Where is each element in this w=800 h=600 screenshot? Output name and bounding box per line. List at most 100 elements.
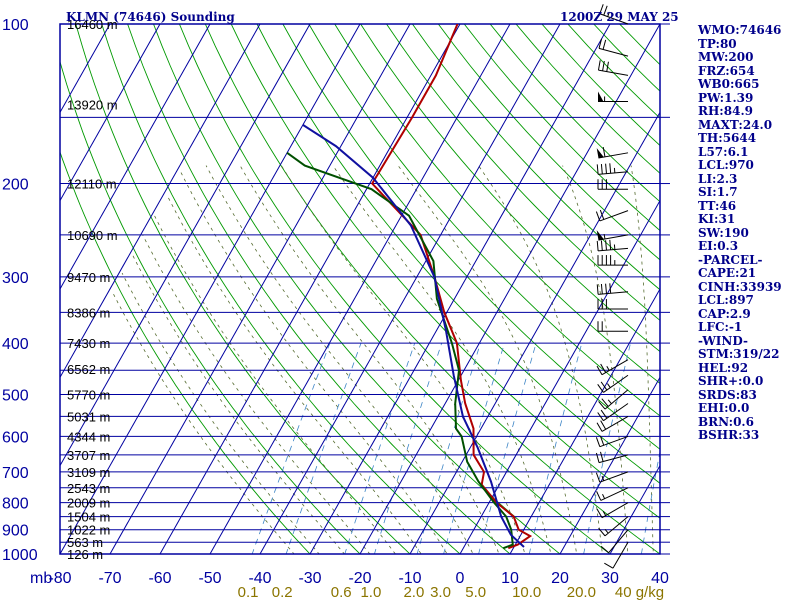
barb-staff <box>604 516 629 537</box>
barb-feather <box>609 163 612 174</box>
barb-half-feather <box>603 233 606 240</box>
series-line-0 <box>370 24 533 550</box>
index-item: HEL:92 <box>698 360 749 375</box>
index-item: KI:31 <box>698 212 736 226</box>
pressure-label: 100 <box>2 17 29 34</box>
moist-adiabat <box>239 165 500 554</box>
isotherm-line <box>309 24 611 554</box>
index-item: SRDS:83 <box>698 387 757 402</box>
index-item: SI:1.7 <box>698 185 738 199</box>
isotherm-line <box>159 24 461 554</box>
isotherm-line <box>60 24 311 467</box>
height-label: 2543 m <box>67 481 110 496</box>
barb-feather <box>597 60 601 71</box>
barb-feather <box>600 363 607 373</box>
barb-staff <box>601 502 629 519</box>
dry-adiabat <box>256 24 660 484</box>
temperature-tick-label: -10 <box>398 570 421 587</box>
pressure-label: 400 <box>2 336 29 353</box>
index-item: LI:2.3 <box>698 171 738 186</box>
barb-feather <box>596 508 603 518</box>
barb-feather <box>596 491 602 501</box>
barb-staff <box>601 359 629 376</box>
index-item: TH:5644 <box>698 131 757 145</box>
wind-barb <box>597 299 628 310</box>
chart-time: 1200Z 29 MAY 25 <box>560 10 679 24</box>
index-item: -WIND- <box>698 333 748 348</box>
barb-feather <box>596 365 603 375</box>
temperature-tick-label: -20 <box>348 570 371 587</box>
dry-adiabat <box>308 24 660 417</box>
barb-staff <box>598 69 629 76</box>
index-item: TP:80 <box>698 36 737 51</box>
pressure-label: 200 <box>2 177 29 194</box>
index-item: LCL:970 <box>698 158 754 172</box>
plot-frame <box>59 23 661 555</box>
isotherm-line <box>60 24 161 202</box>
isotherm-line <box>60 24 261 379</box>
barb-feather <box>604 562 614 569</box>
mixing-ratio-label: 0.6 <box>331 584 352 600</box>
barb-feather <box>600 163 603 175</box>
index-item: CAP:2.9 <box>698 306 751 321</box>
dry-adiabat <box>230 24 660 519</box>
mixing-ratio-line <box>443 342 505 554</box>
mixing-ratio-label: 40 g/kg <box>615 584 664 600</box>
moist-adiabat <box>166 194 422 554</box>
pressure-unit-label: mb <box>30 570 52 587</box>
temperature-tick-label: -70 <box>98 570 121 587</box>
isotherm-line <box>109 24 411 554</box>
barb-feather <box>603 5 608 16</box>
wind-barb <box>596 359 629 376</box>
dry-adiabat <box>386 24 660 321</box>
barb-staff <box>604 389 629 410</box>
isotherm-line <box>209 24 511 554</box>
barb-feather <box>599 4 604 14</box>
barb-flag <box>598 91 604 102</box>
moist-adiabat <box>630 165 654 554</box>
barb-staff <box>598 291 629 295</box>
wind-barb <box>598 91 628 102</box>
pressure-label: 900 <box>2 523 29 540</box>
index-item: CAPE:21 <box>698 266 757 280</box>
height-label: 3109 m <box>67 465 110 480</box>
barb-staff <box>608 529 629 554</box>
pressure-label: 700 <box>2 465 29 482</box>
pressure-label: 800 <box>2 496 29 513</box>
dry-adiabat <box>60 150 311 554</box>
barb-feather <box>597 383 604 393</box>
barb-feather <box>598 401 606 410</box>
temperature-tick-label: -30 <box>298 570 321 587</box>
barb-feather <box>600 451 604 462</box>
barb-feather <box>599 435 605 446</box>
isotherm-line <box>60 24 361 554</box>
mixing-ratio-line <box>478 342 537 554</box>
index-item: BSHR:33 <box>698 428 760 442</box>
isotherm-line <box>259 24 561 554</box>
barb-half-feather <box>607 399 612 405</box>
dry-adiabat <box>60 60 361 554</box>
wind-barb <box>598 516 629 537</box>
temperature-tick-label: 10 <box>501 570 519 587</box>
barb-feather <box>602 60 605 71</box>
pressure-label: 600 <box>2 429 29 446</box>
moist-adiabat <box>154 215 396 554</box>
barb-feather <box>600 409 608 419</box>
barb-feather <box>595 452 600 463</box>
moist-adiabat <box>281 165 526 554</box>
height-label: 7430 m <box>67 336 110 351</box>
barb-feather <box>605 283 607 294</box>
indices-panel: WMO:74646 TP:80 MW:200 FRZ:654 WB0:665 PW:1.3… <box>698 23 800 443</box>
temperature-tick-label: -40 <box>248 570 271 587</box>
barb-feather <box>600 420 607 430</box>
isotherm-line <box>559 376 660 554</box>
height-label: 12110 m <box>67 177 117 192</box>
temperature-tick-label: 0 <box>456 570 465 587</box>
barb-feather <box>600 381 608 391</box>
mixing-ratio-line <box>528 342 583 554</box>
mixing-ratio-label: 1.0 <box>360 584 381 600</box>
barb-staff <box>598 47 629 57</box>
isotherm-line <box>509 287 660 554</box>
wind-barb <box>595 435 629 448</box>
